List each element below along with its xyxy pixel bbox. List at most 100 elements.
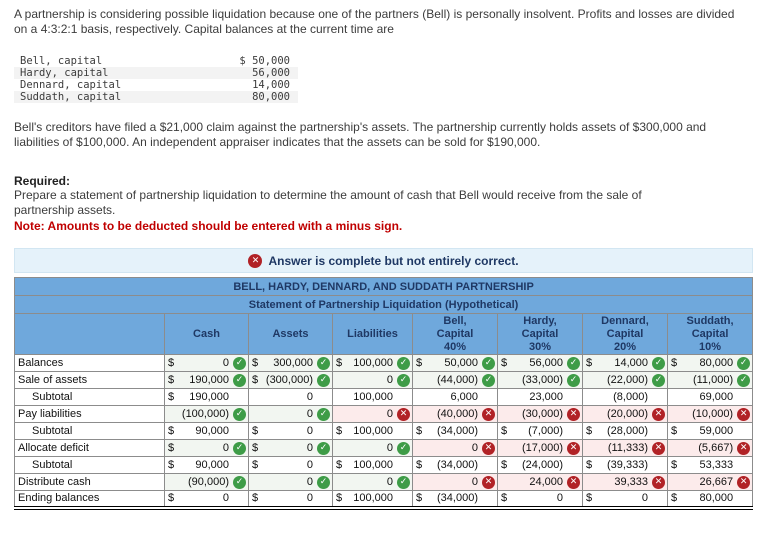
grade-mark-slot: ✓	[650, 356, 665, 370]
hardy-capital-cell[interactable]: (33,000) ✓	[497, 371, 583, 389]
dollar-sign: $	[586, 492, 593, 505]
cell-value: (100,000)	[181, 408, 229, 420]
dollar-sign: $	[671, 492, 678, 505]
cash-cell[interactable]: $0 ✓	[164, 354, 249, 372]
assets-cell[interactable]: 0 ✓	[248, 473, 333, 491]
dollar-sign: $	[168, 442, 175, 454]
bell-capital-cell[interactable]: 0 ✕	[412, 439, 498, 457]
liabilities-cell[interactable]: 0 ✓	[332, 439, 413, 457]
cell-content: $0	[501, 492, 580, 504]
dollar-sign: $	[252, 425, 259, 437]
cell-value: (40,000)	[437, 408, 478, 420]
cash-cell[interactable]: (90,000) ✓	[164, 473, 249, 491]
suddath-capital-cell[interactable]: $80,000 ✓	[666, 354, 754, 372]
assets-cell[interactable]: $ (300,000) ✓	[248, 371, 333, 389]
dollar-sign: $	[252, 459, 259, 471]
cash-cell[interactable]: $190,000 ✓	[164, 371, 249, 389]
grade-mark-slot: ✕	[565, 441, 580, 455]
cell-value: (10,000)	[692, 408, 734, 420]
cell-content: $ (7,000)	[501, 425, 580, 437]
cell-value: (39,333)	[607, 459, 648, 471]
correct-icon: ✓	[652, 356, 665, 370]
hardy-capital-cell[interactable]: $56,000 ✓	[497, 354, 583, 372]
suddath-capital-cell[interactable]: (10,000) ✕	[666, 405, 754, 423]
bell-capital-cell[interactable]: 0 ✕	[412, 473, 498, 491]
cell-value: (44,000)	[437, 374, 478, 386]
dennard-capital-cell[interactable]: 39,333 ✕	[582, 473, 668, 491]
correct-icon: ✓	[397, 373, 410, 387]
dollar-sign: $	[671, 357, 678, 369]
bell-capital-cell: $ (34,000)	[412, 456, 498, 474]
hardy-capital-cell: 23,000	[497, 388, 583, 406]
hardy-capital-cell[interactable]: (17,000) ✕	[497, 439, 583, 457]
dollar-sign: $	[586, 459, 593, 471]
suddath-capital-cell: $53,333	[666, 456, 754, 474]
problem-details-text: Bell's creditors have filed a $21,000 cl…	[14, 120, 707, 149]
liabilities-cell[interactable]: 0 ✓	[332, 473, 413, 491]
answer-feedback-banner: ✕ Answer is complete but not entirely co…	[14, 248, 753, 273]
cash-cell[interactable]: (100,000) ✓	[164, 405, 249, 423]
cell-content: $ (34,000)	[416, 425, 495, 437]
suddath-capital-cell[interactable]: (11,000) ✓	[666, 371, 754, 389]
suddath-capital-cell[interactable]: 26,667 ✕	[666, 473, 754, 491]
hardy-capital-cell[interactable]: (30,000) ✕	[497, 405, 583, 423]
capital-account-amount: $ 50,000	[239, 55, 290, 67]
dollar-sign: $	[501, 492, 508, 505]
liabilities-cell[interactable]: 0 ✕	[332, 405, 413, 423]
correct-icon: ✓	[482, 373, 495, 387]
bell-capital-cell[interactable]: (40,000) ✕	[412, 405, 498, 423]
grade-mark-slot: ✕	[480, 441, 495, 455]
cash-cell: $190,000	[164, 388, 249, 406]
incorrect-icon: ✕	[482, 407, 495, 421]
bell-capital-cell[interactable]: $50,000 ✓	[412, 354, 498, 372]
cell-content: $0	[168, 492, 246, 504]
correct-icon: ✓	[233, 356, 246, 370]
grade-mark-slot: ✓	[395, 356, 410, 370]
correct-icon: ✓	[397, 356, 410, 370]
capital-list-item: Hardy, capital 56,000	[14, 67, 298, 79]
cell-value: 0	[471, 442, 478, 454]
cell-value: (33,000)	[522, 374, 563, 386]
bell-capital-cell: 6,000	[412, 388, 498, 406]
capital-account-name: Suddath, capital	[20, 91, 122, 103]
incorrect-icon: ✕	[482, 441, 495, 455]
assets-cell[interactable]: $300,000 ✓	[248, 354, 333, 372]
cell-value: 56,000	[529, 357, 563, 369]
cell-value: 100,000	[353, 357, 393, 369]
correct-icon: ✓	[482, 356, 495, 370]
cash-cell[interactable]: $0 ✓	[164, 439, 249, 457]
correct-icon: ✓	[397, 475, 410, 489]
grade-mark-slot: ✕	[565, 475, 580, 489]
dennard-capital-cell[interactable]: (11,333) ✕	[582, 439, 668, 457]
bell-capital-cell[interactable]: (44,000) ✓	[412, 371, 498, 389]
liabilities-cell[interactable]: $100,000 ✓	[332, 354, 413, 372]
required-heading: Required:	[14, 174, 71, 188]
grade-mark-slot: ✕	[650, 475, 665, 489]
dollar-sign: $	[586, 425, 593, 437]
cell-value: 23,000	[529, 391, 563, 403]
row-label: Subtotal	[14, 456, 165, 474]
suddath-capital-cell[interactable]: (5,667) ✕	[666, 439, 754, 457]
liabilities-cell: $100,000	[332, 490, 413, 510]
dollar-sign: $	[168, 459, 175, 471]
dollar-sign: $	[416, 459, 423, 471]
cell-content: 0 ✓	[336, 475, 410, 489]
liabilities-cell: $100,000	[332, 422, 413, 440]
grade-mark-slot: ✕	[480, 475, 495, 489]
cell-value: 100,000	[353, 391, 393, 403]
incorrect-icon: ✕	[737, 407, 751, 421]
cash-cell: $0	[164, 490, 249, 510]
bell-capital-cell: $ (34,000)	[412, 422, 498, 440]
assets-cell[interactable]: $0 ✓	[248, 439, 333, 457]
minus-sign-note: Note: Amounts to be deducted should be e…	[14, 219, 403, 233]
row-label: Pay liabilities	[14, 405, 165, 423]
column-header-dennard: Dennard, Capital 20%	[582, 313, 668, 355]
liabilities-cell[interactable]: 0 ✓	[332, 371, 413, 389]
assets-cell[interactable]: 0 ✓	[248, 405, 333, 423]
cell-content: (20,000) ✕	[586, 407, 665, 421]
dennard-capital-cell[interactable]: (20,000) ✕	[582, 405, 668, 423]
dennard-capital-cell[interactable]: (22,000) ✓	[582, 371, 668, 389]
dennard-capital-cell[interactable]: $14,000 ✓	[582, 354, 668, 372]
hardy-capital-cell[interactable]: 24,000 ✕	[497, 473, 583, 491]
correct-icon: ✓	[397, 441, 410, 455]
